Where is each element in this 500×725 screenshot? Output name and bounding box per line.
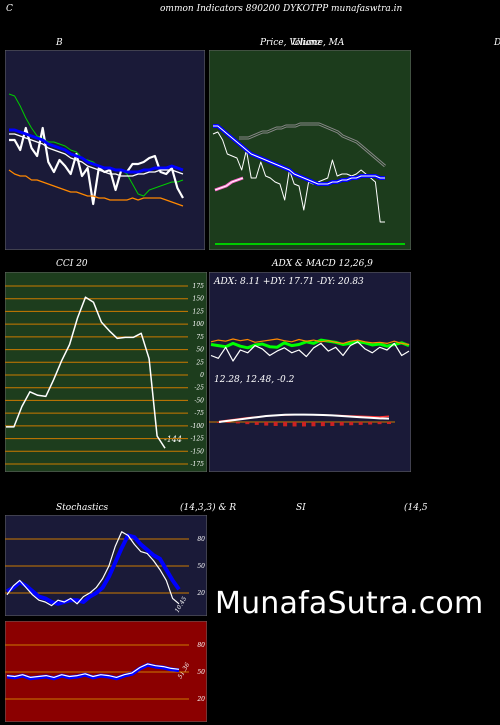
adx-macd-background (209, 272, 411, 472)
macd-histogram-bar (358, 422, 363, 425)
page-title: ommon Indicators 890200 DYKOTPP munafasw… (160, 4, 403, 14)
adx-values-text: ADX: 8.11 +DY: 17.71 -DY: 20.83 (213, 277, 364, 287)
macd-histogram-bar (387, 422, 391, 425)
macd-histogram-bar (264, 422, 269, 426)
cci-tick-label: -175 (191, 461, 205, 468)
stochastics-series-1 (6, 531, 180, 607)
price-ma-background (209, 50, 411, 250)
macd-values-text: 12.28, 12.48, -0.2 (214, 375, 295, 385)
bollinger-series-3 (9, 133, 184, 177)
cci-tick-label: 150 (193, 296, 205, 303)
macd-line (218, 413, 390, 423)
cci-tick-label: -125 (191, 436, 205, 443)
stochastics-tick-label: 50 (197, 563, 205, 570)
price-ma-overlay-text: Ulianz (292, 38, 322, 48)
macd-histogram-bar (273, 422, 278, 426)
cci-tick-label: -75 (194, 410, 204, 417)
macd-histogram-bar (302, 422, 306, 427)
rsi-series-1 (6, 663, 180, 679)
rsi-series-0 (6, 662, 180, 681)
adx-series-0 (210, 338, 410, 350)
cci-title: CCI 20 (56, 259, 88, 269)
cci-tick-label: 125 (193, 308, 205, 315)
stochastics-title: Stochastics (56, 503, 109, 513)
macd-histogram-bar (245, 422, 250, 425)
macd-histogram-bar (292, 422, 297, 427)
stochastics-params: (14,3,3) & R (180, 503, 237, 513)
adx-macd-title: ADX & MACD 12,26,9 (272, 259, 373, 269)
bollinger-title: B (56, 38, 63, 48)
price-ma-series-3-core (214, 177, 244, 191)
cci-tick-label: 50 (196, 347, 204, 354)
stochastics-series-0 (6, 533, 181, 606)
corner-letter: C (6, 4, 13, 14)
rsi-tick-label: 20 (196, 696, 205, 703)
price-ma-series-2-inner (239, 123, 386, 167)
cci-tick-label: -50 (194, 397, 204, 404)
cci-chart: -144 175 150 125 100 75 50 25 0 -25 -50 -75 -100 -12… (5, 272, 207, 472)
macd-histogram-bar (235, 422, 240, 424)
cci-series-0 (6, 296, 166, 449)
price-ma-series-0 (212, 131, 385, 223)
bollinger-chart (5, 50, 205, 250)
cci-tick-label: -100 (191, 423, 205, 430)
rsi-params: (14,5 (404, 503, 428, 513)
bollinger-series-4 (8, 169, 184, 207)
cci-value-label: -144 (164, 435, 182, 444)
macd-histogram-bar (330, 422, 335, 426)
cci-tick-label: 0 (200, 372, 204, 379)
macd-histogram-bar (217, 422, 221, 423)
cci-tick-label: 75 (196, 334, 204, 341)
macd-histogram-bar (226, 422, 231, 423)
adx-series-1 (210, 338, 410, 346)
bollinger-series-2 (9, 128, 184, 174)
cci-tick-label: 175 (193, 283, 205, 290)
rsi-title: SI (296, 503, 306, 513)
macd-histogram-bar (377, 422, 382, 425)
adx-macd-chart: ADX: 8.11 +DY: 17.71 -DY: 20.83 12.28, 1… (209, 272, 411, 472)
cci-tick-label: 25 (195, 359, 204, 366)
cci-tick-label: 100 (193, 321, 205, 328)
macd-histogram-bar (254, 422, 259, 425)
macd-histogram-bar (339, 422, 344, 426)
stochastics-tick-label: 20 (196, 590, 205, 597)
price-ma-title: Price, Volume, MA (260, 38, 345, 48)
stochastics-tick-label: 80 (197, 536, 205, 543)
macd-histogram-bar (320, 422, 325, 427)
macd-histogram-bar (349, 422, 354, 426)
price-ma-series-1-core (213, 125, 385, 185)
adx-series-2 (210, 341, 410, 362)
bollinger-series-1 (9, 126, 184, 206)
cci-tick-label: -150 (191, 448, 205, 455)
macd-histogram-bar (311, 422, 316, 427)
right-edge-letter: D (494, 38, 500, 48)
rsi-tick-label: 80 (197, 642, 205, 649)
cci-tick-label: -25 (194, 385, 204, 392)
price-ma-chart (209, 50, 411, 250)
macd-histogram-bar (368, 422, 373, 425)
macd-histogram-bar (283, 422, 288, 427)
bollinger-background (5, 50, 205, 250)
rsi-tick-label: 50 (197, 669, 205, 676)
watermark: MunafaSutra.com (215, 586, 484, 621)
